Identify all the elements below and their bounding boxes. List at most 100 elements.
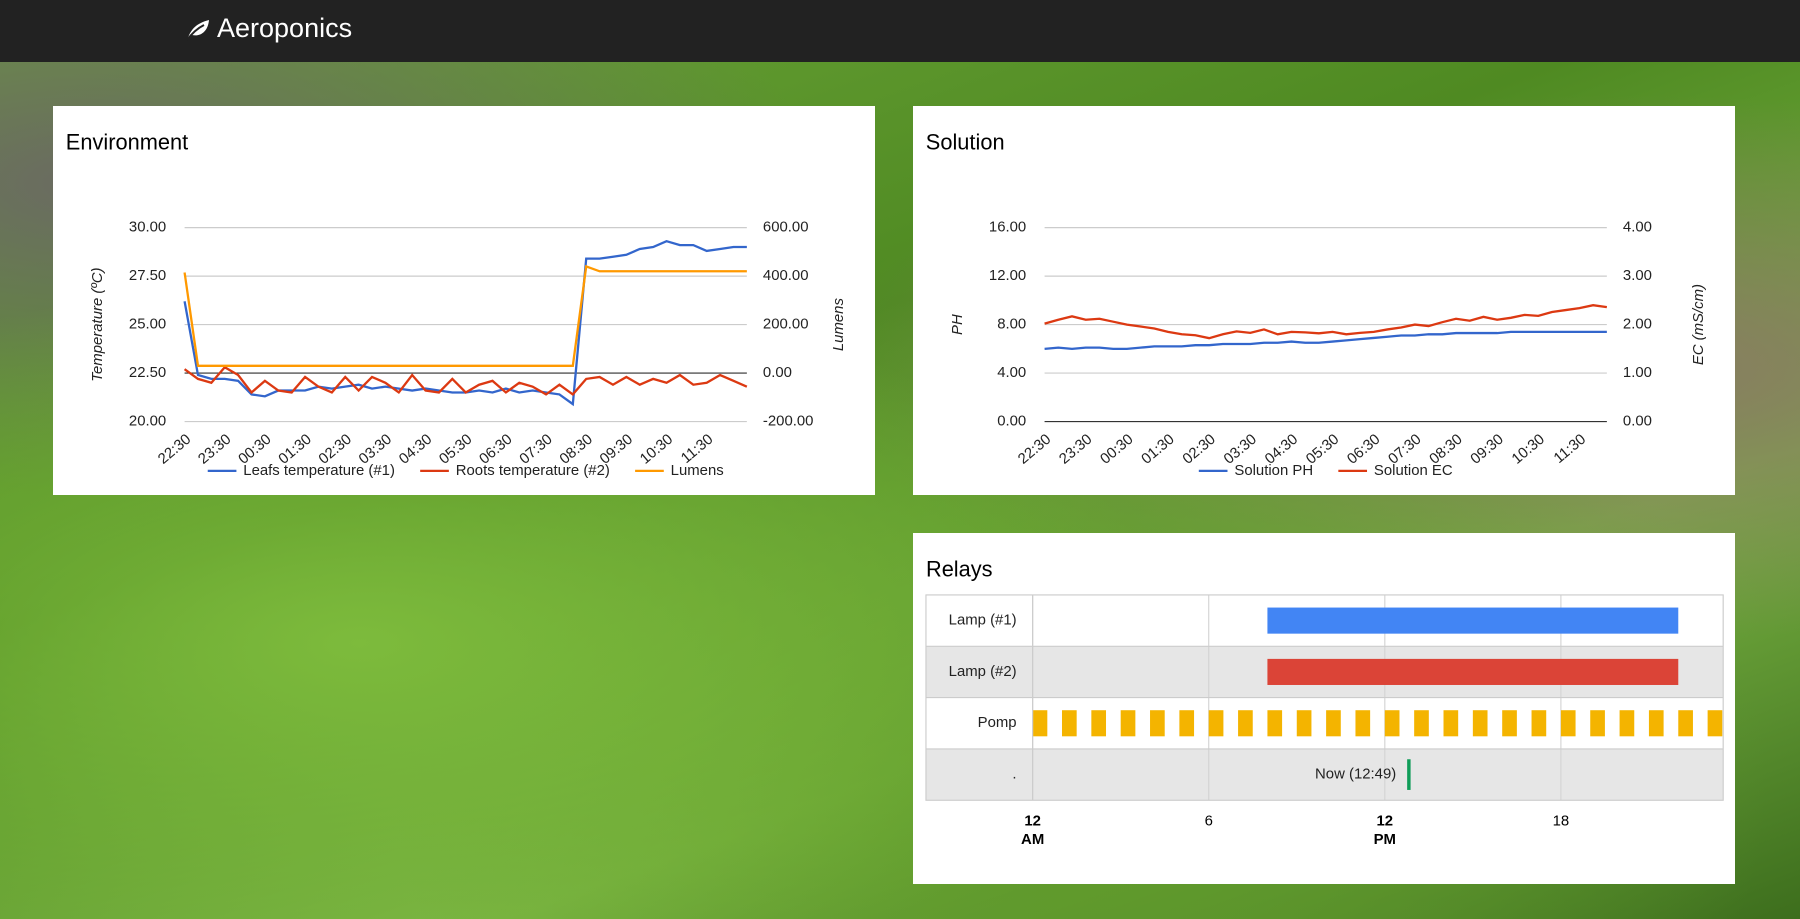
y2-axis-title: Lumens bbox=[831, 298, 847, 352]
legend-label: Roots temperature (#2) bbox=[456, 463, 610, 479]
relay-bar bbox=[1590, 710, 1605, 737]
x-tick: 12 PM bbox=[1373, 811, 1396, 848]
chart: Solution 0.00 4.00 8.00 12.00 16.00 0.00 1.00 2.… bbox=[926, 130, 1707, 479]
x-tick-label: 22:30 bbox=[1015, 431, 1054, 467]
relay-bar bbox=[1355, 710, 1371, 737]
relay-bar bbox=[1267, 710, 1283, 737]
x-tick-label: 04:30 bbox=[396, 431, 435, 467]
relay-bar bbox=[1648, 710, 1664, 737]
y-tick-label: 8.00 bbox=[997, 317, 1026, 333]
relay-bar bbox=[1678, 710, 1693, 737]
y-axis-title: Temperature (ºC) bbox=[90, 267, 106, 381]
row-label: . bbox=[1012, 767, 1016, 783]
x-tick-label: 12 AM bbox=[1021, 811, 1045, 848]
relay-bar bbox=[1267, 607, 1679, 634]
y-tick-label: 20.00 bbox=[129, 413, 166, 429]
chart-title: Environment bbox=[66, 130, 188, 155]
relay-bar bbox=[1032, 710, 1048, 737]
relay-bar bbox=[1531, 710, 1547, 737]
y-tick-label: 16.00 bbox=[989, 220, 1026, 236]
series-line bbox=[183, 365, 748, 396]
now-label: Now (12:49) bbox=[1315, 767, 1396, 783]
y-axis-title: PH bbox=[950, 314, 966, 335]
y2-tick-label: 600.00 bbox=[763, 220, 809, 236]
relay-bar bbox=[1560, 710, 1576, 737]
x-tick-label: 23:30 bbox=[1057, 431, 1096, 467]
y2-tick-label: 0.00 bbox=[1623, 413, 1652, 429]
y-tick-label: 27.50 bbox=[129, 268, 166, 284]
chart: Relays 12 AM 6 12 PM 18 Lamp (#1) Lamp (#2) Pom… bbox=[925, 557, 1724, 848]
x-tick-label: 09:30 bbox=[1468, 431, 1507, 467]
y2-tick-label: 200.00 bbox=[763, 317, 809, 333]
relay-bar bbox=[1443, 710, 1459, 737]
series-line bbox=[1044, 304, 1608, 340]
relay-bar bbox=[1296, 710, 1312, 737]
series-line bbox=[183, 239, 747, 407]
relay-bar bbox=[1384, 710, 1400, 737]
y2-tick-label: 3.00 bbox=[1623, 268, 1652, 284]
chart-title: Relays bbox=[926, 557, 993, 582]
y2-axis-title: EC (mS/cm) bbox=[1691, 284, 1707, 365]
series-line bbox=[1044, 330, 1607, 350]
y-tick-label: 22.50 bbox=[129, 365, 166, 381]
series-line bbox=[183, 264, 747, 367]
navbar: Aeroponics bbox=[0, 0, 1800, 62]
y-tick-label: 12.00 bbox=[989, 268, 1026, 284]
x-tick: 18 bbox=[1552, 811, 1570, 829]
legend-label: Lumens bbox=[671, 463, 724, 479]
relay-bar bbox=[1061, 710, 1077, 737]
chart-title: Solution bbox=[926, 130, 1005, 155]
relays-panel: Relays 12 AM 6 12 PM 18 Lamp (#1) Lamp (#2) Pom… bbox=[913, 533, 1735, 884]
leaf-icon bbox=[186, 19, 209, 41]
chart: Environment 20.00 22.50 25.00 27.50 30.00 -200… bbox=[66, 130, 847, 479]
x-tick-label: 18 bbox=[1552, 811, 1570, 829]
relay-bar bbox=[1091, 710, 1107, 737]
y-tick-label: 30.00 bbox=[129, 220, 166, 236]
x-tick: 12 AM bbox=[1021, 811, 1045, 848]
y2-tick-label: 1.00 bbox=[1623, 365, 1652, 381]
y2-tick-label: 4.00 bbox=[1623, 220, 1652, 236]
x-tick-label: 12 PM bbox=[1373, 811, 1396, 848]
relay-bar bbox=[1267, 658, 1679, 685]
x-tick-label: 01:30 bbox=[1139, 431, 1178, 467]
relay-bar bbox=[1326, 710, 1341, 737]
x-tick-label: 11:30 bbox=[1551, 431, 1589, 467]
relay-bar bbox=[1208, 710, 1224, 737]
solution-panel: Solution 0.00 4.00 8.00 12.00 16.00 0.00 1.00 2.… bbox=[913, 106, 1735, 495]
relay-bar bbox=[1150, 710, 1165, 737]
y2-tick-label: 0.00 bbox=[763, 365, 792, 381]
relay-bar bbox=[1707, 710, 1723, 737]
legend-label: Solution EC bbox=[1374, 463, 1453, 479]
relay-bar bbox=[1619, 710, 1635, 737]
relay-bar bbox=[1472, 710, 1488, 737]
legend: Leafs temperature (#1) Roots temperature … bbox=[207, 463, 724, 479]
y-tick-label: 25.00 bbox=[129, 317, 166, 333]
x-tick-label: 6 bbox=[1204, 811, 1213, 829]
x-tick-label: 23:30 bbox=[196, 431, 235, 467]
y-tick-label: 0.00 bbox=[997, 413, 1026, 429]
environment-panel: Environment 20.00 22.50 25.00 27.50 30.00 -200… bbox=[53, 106, 875, 495]
x-tick-label: 02:30 bbox=[1180, 431, 1219, 467]
y2-tick-label: 400.00 bbox=[763, 268, 809, 284]
brand[interactable]: Aeroponics bbox=[185, 13, 352, 44]
relay-bar bbox=[1502, 710, 1517, 737]
y-tick-label: 4.00 bbox=[997, 365, 1026, 381]
x-tick-label: 10:30 bbox=[1509, 431, 1548, 467]
y2-tick-label: 2.00 bbox=[1623, 317, 1652, 333]
x-tick: 6 bbox=[1204, 811, 1213, 829]
legend: Solution PH Solution EC bbox=[1198, 463, 1453, 479]
x-tick-label: 00:30 bbox=[1098, 431, 1137, 467]
relay-bar bbox=[1120, 710, 1136, 737]
brand-text: Aeroponics bbox=[217, 13, 353, 43]
table-border bbox=[925, 594, 1724, 801]
x-tick-label: 22:30 bbox=[155, 431, 194, 467]
relay-bar bbox=[1179, 710, 1195, 737]
legend-label: Leafs temperature (#1) bbox=[243, 463, 395, 479]
x-tick-label: 11:30 bbox=[678, 431, 716, 467]
row-label: Pomp bbox=[978, 715, 1017, 731]
row-background bbox=[925, 748, 1724, 801]
relay-bar bbox=[1414, 710, 1429, 737]
y2-tick-label: -200.00 bbox=[763, 413, 814, 429]
row-label: Lamp (#1) bbox=[949, 613, 1017, 629]
